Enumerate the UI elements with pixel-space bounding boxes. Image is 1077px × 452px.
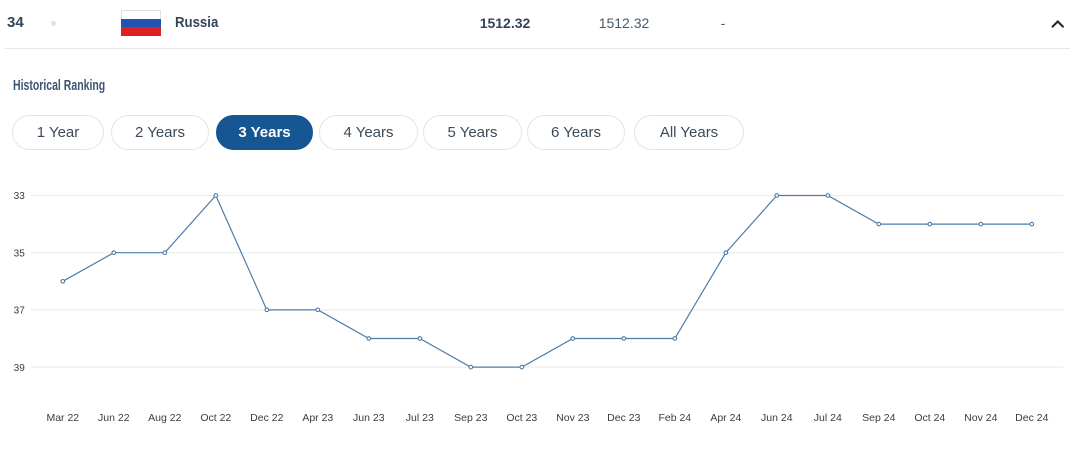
svg-text:Nov 23: Nov 23 [556,412,589,424]
svg-text:Oct 23: Oct 23 [506,412,537,424]
svg-text:37: 37 [14,306,26,317]
svg-text:Sep 23: Sep 23 [454,412,487,424]
svg-text:Apr 24: Apr 24 [710,412,741,424]
svg-text:35: 35 [14,248,26,259]
svg-text:Mar 22: Mar 22 [46,412,79,424]
svg-text:Feb 24: Feb 24 [658,412,691,424]
svg-text:Nov 24: Nov 24 [964,412,997,424]
svg-text:Jun 24: Jun 24 [761,412,793,424]
svg-text:Jul 23: Jul 23 [406,412,434,424]
svg-text:Dec 22: Dec 22 [250,412,283,424]
svg-text:Oct 24: Oct 24 [914,412,945,424]
svg-text:Sep 24: Sep 24 [862,412,895,424]
svg-text:Jun 22: Jun 22 [98,412,130,424]
svg-text:Jul 24: Jul 24 [814,412,842,424]
svg-text:Dec 23: Dec 23 [607,412,640,424]
svg-text:39: 39 [14,363,26,374]
svg-text:Jun 23: Jun 23 [353,412,385,424]
svg-text:Dec 24: Dec 24 [1015,412,1048,424]
svg-text:Apr 23: Apr 23 [302,412,333,424]
svg-text:Oct 22: Oct 22 [200,412,231,424]
svg-text:Aug 22: Aug 22 [148,412,181,424]
svg-text:33: 33 [14,191,26,202]
